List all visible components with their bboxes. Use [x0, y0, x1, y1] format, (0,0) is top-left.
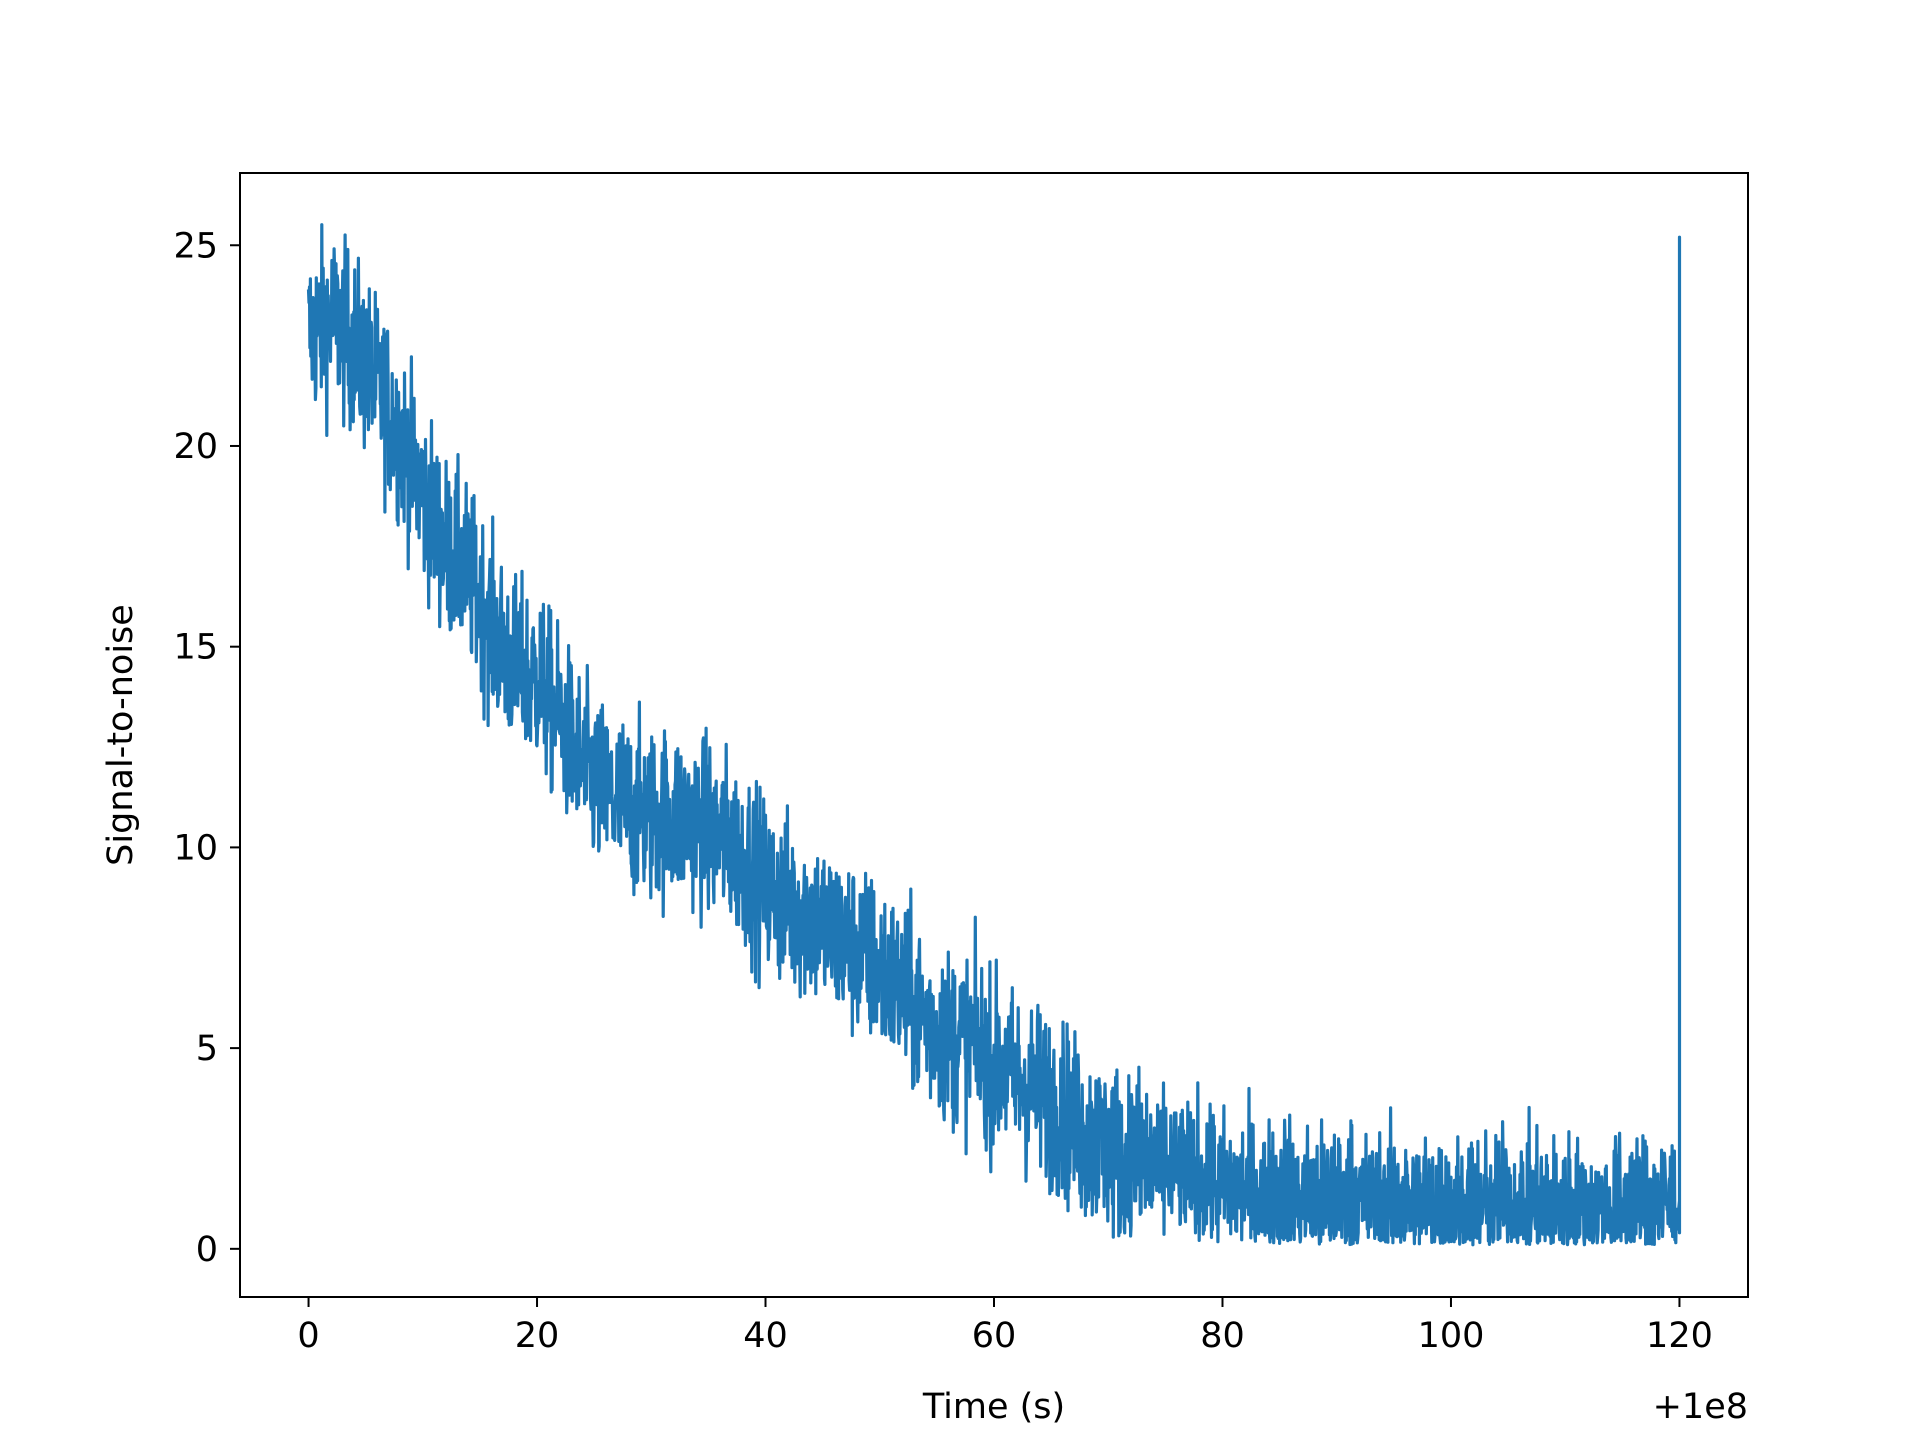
x-tick-label: 60	[972, 1316, 1017, 1356]
x-tick-label: 40	[743, 1316, 788, 1356]
x-tick-label: 120	[1646, 1316, 1713, 1356]
y-tick-label: 5	[196, 1029, 218, 1069]
x-axis-offset: +1e8	[1653, 1387, 1748, 1427]
x-tick-label: 80	[1200, 1316, 1245, 1356]
y-tick-label: 0	[196, 1230, 218, 1270]
y-axis-ticks: 0 5 10 15 20 25	[173, 226, 240, 1270]
y-tick-label: 10	[173, 828, 218, 868]
x-axis-ticks: 0 20 40 60 80 100 120	[297, 1297, 1713, 1356]
y-axis-label: Signal-to-noise	[101, 604, 141, 866]
plot-area	[306, 223, 1682, 1247]
x-tick-label: 0	[297, 1316, 319, 1356]
y-tick-label: 20	[173, 427, 218, 467]
y-tick-label: 25	[173, 226, 218, 266]
y-tick-label: 15	[173, 628, 218, 668]
x-tick-label: 20	[515, 1316, 560, 1356]
series-line	[306, 223, 1682, 1247]
x-axis-label: Time (s)	[922, 1387, 1065, 1427]
x-tick-label: 100	[1418, 1316, 1485, 1356]
